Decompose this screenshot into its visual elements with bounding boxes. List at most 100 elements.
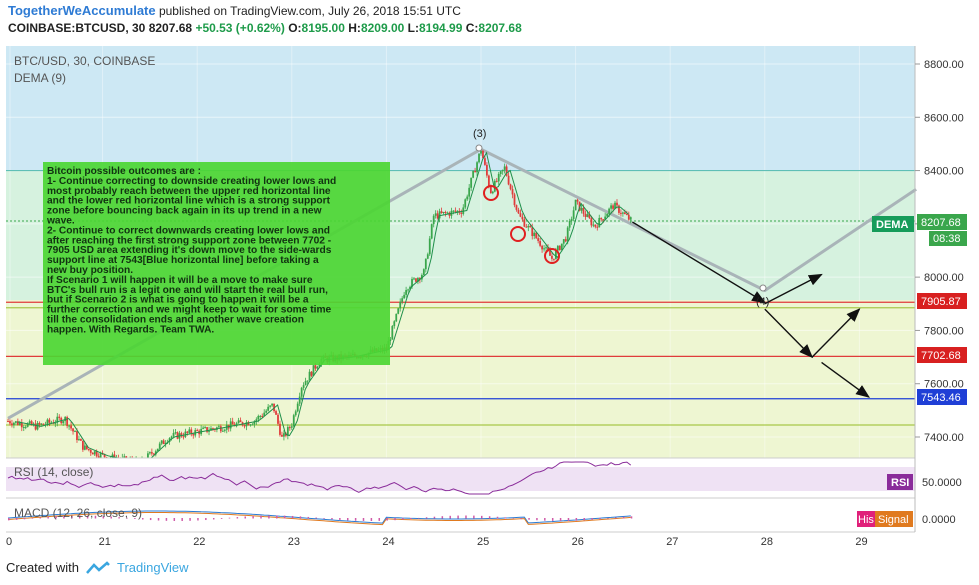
macd-hist-bar (528, 518, 530, 520)
candle (622, 212, 624, 214)
rsi-badge (887, 474, 913, 490)
note-box (43, 162, 390, 365)
candle (78, 439, 80, 441)
y-tick-label: 7400.00 (924, 432, 964, 444)
macd-hist-bar (134, 518, 136, 519)
candle (491, 191, 494, 194)
macd-hist-bar (599, 518, 601, 520)
macd-hist-bar (370, 518, 373, 521)
candle (162, 440, 165, 445)
macd-hist-bar (260, 515, 262, 519)
candle (7, 421, 9, 423)
candle (164, 442, 167, 445)
chart-canvas[interactable]: (3) (4) Bitcoin possible outcomes are :1… (0, 40, 979, 585)
candle (482, 150, 484, 159)
macd-hist-bar (567, 518, 570, 521)
candle (54, 422, 57, 424)
candle (407, 289, 409, 291)
candle (537, 238, 540, 241)
candle (446, 212, 449, 214)
candle (541, 245, 543, 250)
candle (554, 250, 557, 259)
candle (480, 150, 482, 154)
candle (417, 277, 419, 282)
macd-hist-bar (591, 518, 593, 520)
macd-hist-bar (165, 518, 168, 521)
countdown-tag-value: 08:38 (933, 233, 961, 245)
candle (261, 415, 264, 417)
y-tick-label: 8600.00 (924, 112, 964, 124)
candle (30, 421, 33, 426)
candle (14, 421, 17, 423)
candle (245, 422, 248, 427)
tradingview-brand[interactable]: TradingView (116, 560, 189, 575)
note-line: BTC's bull run is a legit one and will s… (47, 285, 328, 296)
created-with-label: Created with (6, 560, 79, 575)
high-label: H: (348, 21, 361, 35)
wave-label-4: (4) (756, 296, 769, 308)
candle (263, 412, 266, 416)
candle (259, 415, 262, 417)
author-name[interactable]: TogetherWeAccumulate (8, 3, 156, 18)
candle (34, 423, 37, 430)
candle (586, 214, 589, 217)
macd-hist-bar (102, 516, 105, 519)
candle (81, 440, 84, 450)
candle (212, 428, 214, 430)
candle (20, 422, 23, 428)
candle (428, 238, 431, 255)
candle (80, 439, 82, 441)
candle (123, 456, 126, 458)
macd-hist-bar (205, 518, 207, 521)
scenario-arrow (764, 273, 823, 305)
candle (72, 428, 74, 432)
candle (11, 423, 13, 426)
candle (28, 421, 31, 424)
candle (188, 429, 191, 433)
macd-hist-bar (583, 518, 585, 521)
candle (460, 212, 463, 214)
candle (154, 451, 157, 455)
candle (578, 201, 581, 211)
macd-hist-bar (71, 515, 73, 519)
candle (489, 186, 492, 194)
candle (298, 396, 301, 404)
candle (48, 419, 51, 423)
candle (176, 432, 179, 439)
wave-point-3 (475, 144, 483, 152)
candle (219, 426, 222, 432)
candle (243, 425, 246, 427)
note-text: Bitcoin possible outcomes are :1- Contin… (46, 166, 336, 335)
candle (507, 175, 510, 185)
y-tick-label: 7800.00 (924, 325, 964, 337)
macd-hist-bar (8, 518, 10, 521)
candle (391, 326, 394, 340)
candle (170, 436, 173, 439)
candle (271, 403, 273, 406)
last-price-tag-value: 8207.68 (921, 217, 961, 229)
macd-hist-bar (362, 518, 365, 521)
countdown-tag (929, 231, 967, 246)
macd-hist-bar (197, 518, 199, 521)
macd-hist-bar (236, 517, 239, 519)
candle (523, 219, 526, 227)
macd-signal-badge (875, 511, 913, 527)
candle (292, 415, 295, 427)
candle (288, 427, 291, 429)
macd-hist-bar (544, 518, 546, 521)
candle (478, 153, 480, 163)
note-line: but if Scenario 2 is what is going to ha… (47, 295, 309, 306)
candle (612, 205, 614, 209)
candle (32, 423, 35, 426)
candle (456, 210, 459, 212)
candle (223, 429, 226, 431)
rsi-label: RSI (14, close) (14, 465, 93, 479)
macd-signal-badge-label: Signal (878, 514, 909, 526)
macd-hist-bar (346, 518, 349, 521)
macd-hist-bar (307, 516, 310, 519)
macd-hist-badge-label: His (858, 514, 874, 526)
candle (168, 438, 171, 442)
publish-info: TogetherWeAccumulate published on Tradin… (8, 3, 461, 18)
candle (294, 411, 297, 416)
candle (150, 452, 153, 454)
